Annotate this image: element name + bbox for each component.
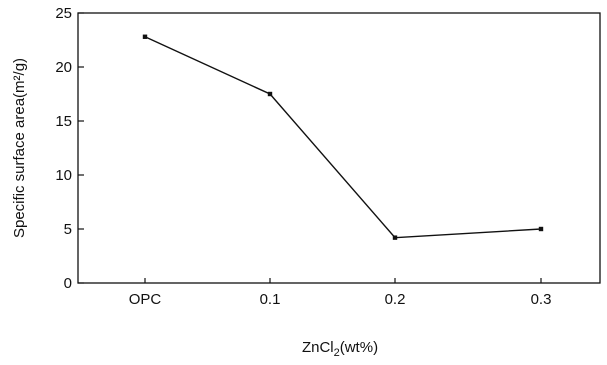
y-tick-label: 25 <box>55 5 72 22</box>
x-tick-label: OPC <box>129 291 162 308</box>
y-tick-label: 20 <box>55 59 72 76</box>
y-tick-label: 10 <box>55 167 72 184</box>
plot-frame <box>77 12 601 284</box>
data-point <box>142 34 148 39</box>
y-tick-label: 15 <box>55 113 72 130</box>
x-tick-label: 0.3 <box>531 291 552 308</box>
y-tick-label: 0 <box>64 275 72 292</box>
data-point <box>267 91 273 97</box>
x-axis-label-rest: (wt%) <box>340 339 378 356</box>
x-axis-label-main: ZnCl <box>302 339 334 356</box>
y-axis-label: Specific surface area(m²/g) <box>11 58 28 238</box>
series-group <box>142 34 544 240</box>
data-point <box>538 226 544 232</box>
x-axis-label-subscript: 2 <box>334 347 340 359</box>
x-axis-label: ZnCl2(wt%) <box>302 339 378 359</box>
series-line <box>144 36 542 239</box>
x-tick-label: 0.2 <box>385 291 406 308</box>
plot-frame-group <box>77 12 601 284</box>
y-tick-label: 5 <box>64 221 72 238</box>
x-tick-label: 0.1 <box>260 291 281 308</box>
data-point <box>392 235 398 240</box>
x-axis-ticks: OPC 0.1 0.2 0.3 <box>129 278 552 308</box>
y-axis-ticks: 0 5 10 15 20 25 <box>55 5 84 292</box>
